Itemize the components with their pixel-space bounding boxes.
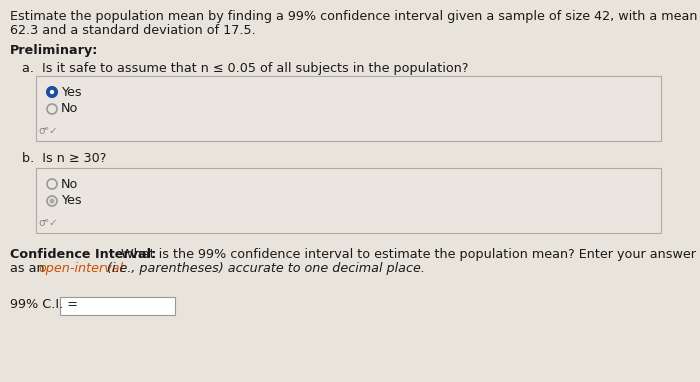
- Text: a.  Is it safe to assume that n ≤ 0.05 of all subjects in the population?: a. Is it safe to assume that n ≤ 0.05 of…: [22, 62, 468, 75]
- Text: Yes: Yes: [61, 86, 82, 99]
- FancyBboxPatch shape: [60, 297, 175, 315]
- Circle shape: [50, 90, 54, 94]
- Circle shape: [47, 179, 57, 189]
- Text: No: No: [61, 178, 78, 191]
- Text: open-interval: open-interval: [38, 262, 123, 275]
- Circle shape: [47, 104, 57, 114]
- Text: as an: as an: [10, 262, 48, 275]
- Text: Yes: Yes: [61, 194, 82, 207]
- Text: What is the 99% confidence interval to estimate the population mean? Enter your : What is the 99% confidence interval to e…: [117, 248, 696, 261]
- Text: No: No: [61, 102, 78, 115]
- Text: b.  Is n ≥ 30?: b. Is n ≥ 30?: [22, 152, 106, 165]
- FancyBboxPatch shape: [36, 76, 661, 141]
- Circle shape: [47, 196, 57, 206]
- Text: Preliminary:: Preliminary:: [10, 44, 99, 57]
- FancyBboxPatch shape: [36, 168, 661, 233]
- Text: Confidence Interval:: Confidence Interval:: [10, 248, 156, 261]
- Circle shape: [47, 87, 57, 97]
- Text: 99% C.I. =: 99% C.I. =: [10, 298, 78, 311]
- Text: Estimate the population mean by finding a 99% confidence interval given a sample: Estimate the population mean by finding …: [10, 10, 700, 23]
- Text: (i.e., parentheses) accurate to one decimal place.: (i.e., parentheses) accurate to one deci…: [103, 262, 425, 275]
- Circle shape: [50, 199, 55, 204]
- Text: σᵉ✓: σᵉ✓: [38, 126, 57, 136]
- Text: 62.3 and a standard deviation of 17.5.: 62.3 and a standard deviation of 17.5.: [10, 24, 256, 37]
- Text: σᵉ✓: σᵉ✓: [38, 218, 57, 228]
